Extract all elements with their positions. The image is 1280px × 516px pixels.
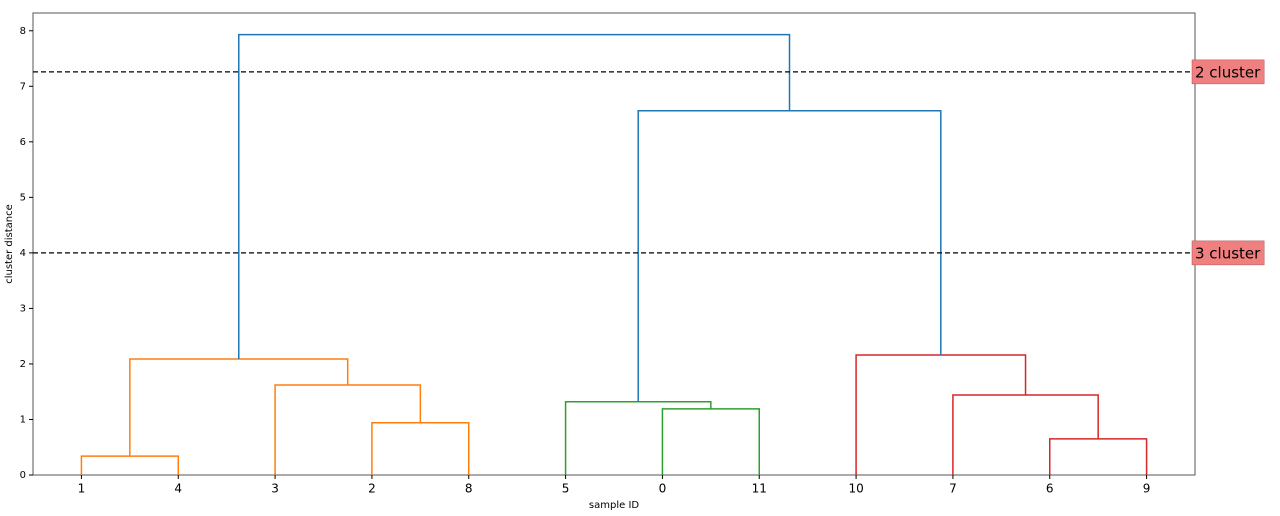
threshold-label: 3 cluster [1195,244,1261,262]
x-tick-label: 2 [368,482,376,496]
dendrogram-link [952,394,1099,475]
dendrogram-link [637,109,942,402]
dendrogram-link [274,384,422,475]
dendrogram-link [129,358,349,457]
dendrogram-link [80,455,179,475]
threshold-label: 2 cluster [1195,63,1261,81]
y-tick-label: 7 [20,81,26,92]
x-tick-label: 0 [659,482,667,496]
y-tick-label: 6 [20,137,26,148]
y-tick-label: 8 [20,26,26,37]
x-tick-label: 9 [1143,482,1151,496]
y-tick-label: 5 [20,192,26,203]
x-tick-label: 1 [78,482,86,496]
y-tick-label: 2 [20,359,26,370]
x-tick-label: 11 [752,482,767,496]
y-tick-label: 4 [20,248,26,259]
dendrogram-link [855,354,1027,475]
x-tick-label: 8 [465,482,473,496]
dendrogram-link [661,408,760,475]
dendrogram-link [238,33,791,359]
y-axis-label: cluster distance [4,204,15,284]
x-tick-label: 6 [1046,482,1054,496]
dendrogram-link [371,422,470,475]
x-tick-label: 4 [174,482,182,496]
dendrogram-link [564,400,712,475]
plot-frame [32,12,1196,476]
y-tick-label: 3 [20,303,26,314]
x-tick-label: 5 [562,482,570,496]
x-axis-label: sample ID [589,500,639,511]
x-tick-label: 3 [271,482,279,496]
y-tick-label: 1 [20,414,26,425]
y-tick-label: 0 [20,470,26,481]
dendrogram-link [1049,438,1148,475]
threshold-label-box [1191,59,1265,85]
threshold-label-box [1191,240,1265,266]
x-tick-label: 10 [848,482,863,496]
x-tick-label: 7 [949,482,957,496]
